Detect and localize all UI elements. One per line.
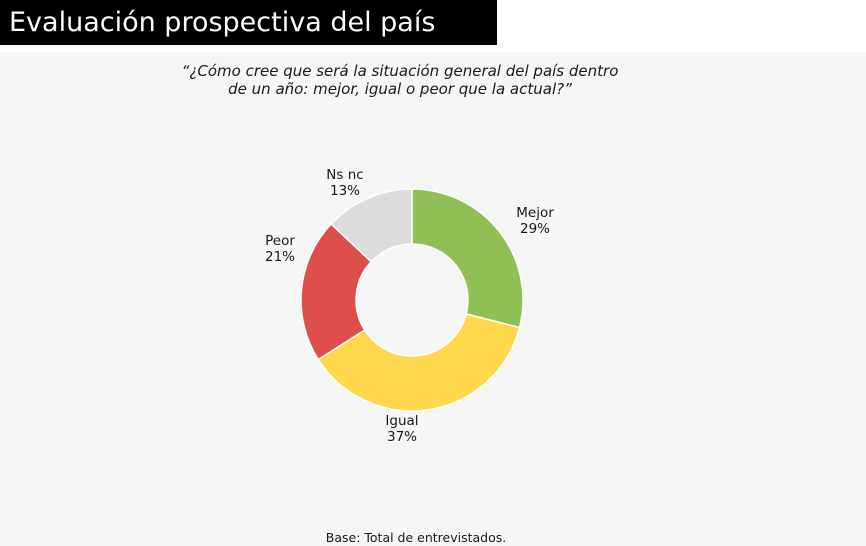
slice-category-label-igual: Igual xyxy=(385,413,418,429)
survey-question-line-1: “¿Cómo cree que será la situación genera… xyxy=(181,62,619,80)
slice-value-label-peor: 21% xyxy=(265,249,295,265)
donut-slice-mejor xyxy=(411,188,524,329)
donut-slice-ns-nc xyxy=(330,188,413,263)
slice-value-label-mejor: 29% xyxy=(520,221,550,237)
base-note: Base: Total de entrevistados. xyxy=(325,530,507,545)
slice-value-label-igual: 37% xyxy=(387,429,417,445)
slice-category-label-peor: Peor xyxy=(265,233,295,249)
page-title: Evaluación prospectiva del país xyxy=(0,0,497,45)
slice-category-label-mejor: Mejor xyxy=(516,205,554,221)
survey-question: “¿Cómo cree que será la situación genera… xyxy=(150,62,650,98)
slice-value-label-ns-nc: 13% xyxy=(330,183,360,199)
donut-slice-igual xyxy=(317,313,521,412)
chart-panel xyxy=(0,52,866,546)
survey-question-line-2: de un año: mejor, igual o peor que la ac… xyxy=(228,80,572,98)
slice-category-label-ns-nc: Ns nc xyxy=(326,167,363,183)
donut-slice-peor xyxy=(300,222,373,361)
